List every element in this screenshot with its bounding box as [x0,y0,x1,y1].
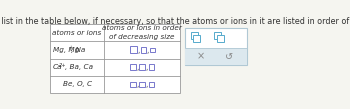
Text: ,: , [146,80,148,89]
Text: ×: × [196,52,204,62]
Text: ,: , [136,63,139,72]
Text: ,: , [147,46,149,55]
Bar [139,82,145,87]
Bar [214,32,221,39]
Text: 2+: 2+ [59,63,67,68]
Text: Be, O, C: Be, O, C [63,82,92,88]
Bar [149,82,154,87]
Bar [217,35,224,42]
Bar [185,48,247,65]
Bar [130,46,137,53]
Text: , Ba, Ca: , Ba, Ca [65,64,93,70]
Bar [150,48,155,52]
Text: Mg, Mg: Mg, Mg [53,47,79,53]
Bar [149,65,154,70]
Bar [191,32,198,39]
Text: atoms or ions in order
of decreasing size: atoms or ions in order of decreasing siz… [102,25,182,40]
Text: ,: , [146,63,148,72]
Text: ↺: ↺ [225,52,233,62]
Bar [193,35,200,42]
Bar [141,47,146,53]
Text: Re-order each list in the table below, if necessary, so that the atoms or ions i: Re-order each list in the table below, i… [0,17,350,26]
Bar [139,65,145,70]
Text: Ca: Ca [53,64,63,70]
Bar [50,24,180,93]
Text: +: + [69,45,73,50]
Text: ,: , [136,80,139,89]
Text: , Na: , Na [71,47,85,53]
Bar [130,82,135,87]
Text: ,: , [138,46,140,55]
Bar [185,28,247,65]
Text: atoms or ions: atoms or ions [52,30,102,36]
Bar [130,65,135,70]
